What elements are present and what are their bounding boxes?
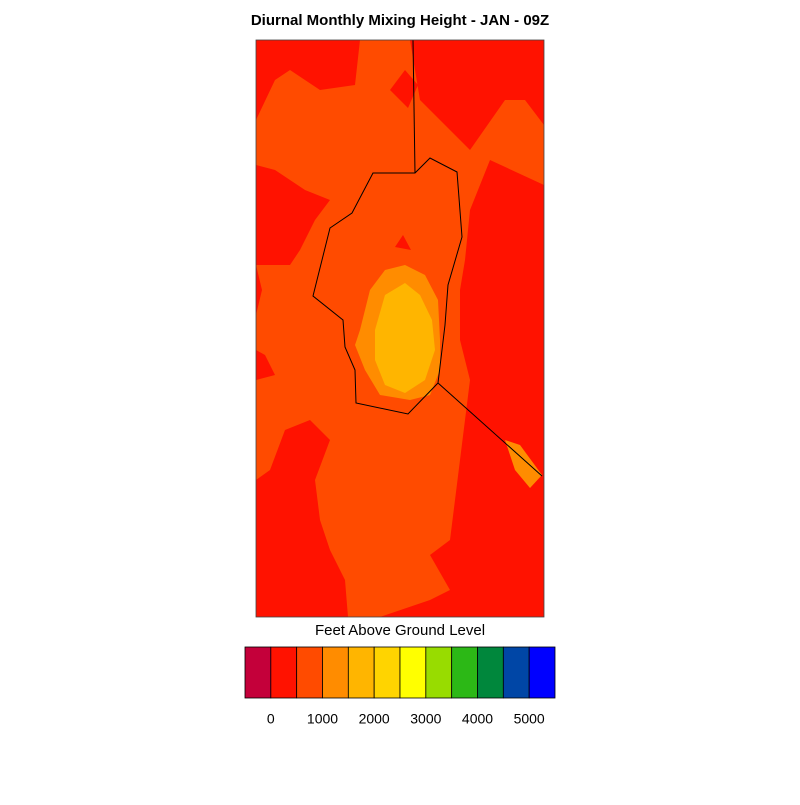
colorbar-tick-label: 3000	[410, 711, 441, 727]
colorbar-box	[528, 646, 556, 699]
colorbar-box	[425, 646, 453, 699]
map-frame	[255, 39, 545, 618]
colorbar-box	[322, 646, 349, 699]
colorbar-box	[373, 646, 401, 699]
colorbar-tick-label: 2000	[359, 711, 390, 727]
contour-red-island	[390, 70, 418, 108]
boundary-line	[437, 382, 543, 477]
boundary-line	[312, 157, 463, 415]
colorbar-box	[347, 646, 375, 699]
contour-red-island	[313, 563, 326, 585]
colorbar-box	[399, 646, 427, 699]
colorbar-tick-label: 1000	[307, 711, 338, 727]
boundary-line	[412, 39, 416, 174]
contour-map	[255, 39, 545, 618]
contour-amber	[375, 283, 435, 393]
boundaries	[312, 39, 543, 477]
colorbar-tick-label: 5000	[514, 711, 545, 727]
colorbar-box	[502, 646, 530, 699]
colorbar-tick-label: 0	[267, 711, 275, 727]
colorbar-box	[477, 646, 504, 699]
colorbar-tick-label: 4000	[462, 711, 493, 727]
contour-red-island	[395, 235, 411, 250]
colorbar-label: Feet Above Ground Level	[315, 622, 485, 639]
map-title: Diurnal Monthly Mixing Height - JAN - 09…	[251, 12, 549, 29]
contour-orange	[505, 440, 542, 488]
colorbar-box	[296, 646, 323, 699]
colorbar-box	[451, 646, 478, 699]
colorbar-box	[270, 646, 298, 699]
colorbar-box	[244, 646, 272, 699]
